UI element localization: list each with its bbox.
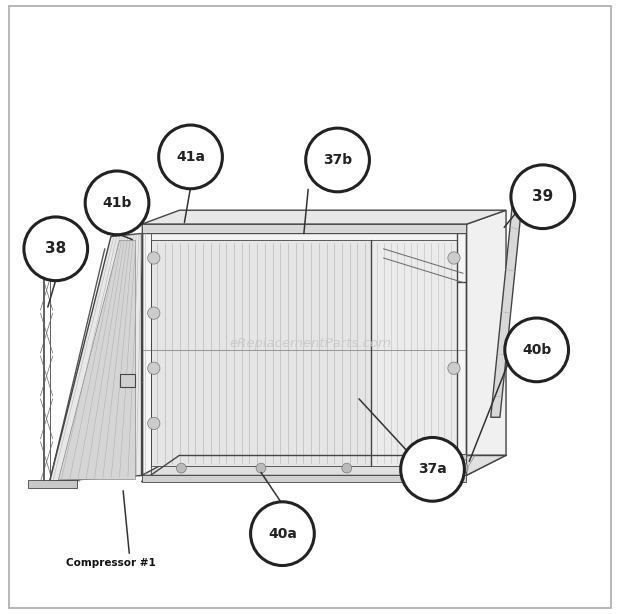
Circle shape [24,217,87,281]
Text: 39: 39 [532,189,554,204]
Polygon shape [433,454,466,475]
Polygon shape [141,210,506,224]
Polygon shape [50,233,141,481]
Polygon shape [141,475,466,481]
Circle shape [401,438,464,501]
Circle shape [342,463,352,473]
Circle shape [159,125,223,188]
Polygon shape [490,206,521,418]
Polygon shape [371,239,457,466]
Circle shape [306,128,370,192]
Polygon shape [141,224,466,475]
Polygon shape [141,224,466,233]
Text: 41b: 41b [102,196,131,210]
Circle shape [505,318,569,382]
Text: 41a: 41a [176,150,205,164]
Circle shape [250,502,314,565]
Circle shape [448,362,460,375]
Polygon shape [28,480,78,488]
Circle shape [148,418,160,430]
Circle shape [148,252,160,264]
Polygon shape [151,239,371,466]
Polygon shape [466,210,506,475]
Text: 37b: 37b [323,153,352,167]
Circle shape [256,463,266,473]
Polygon shape [58,239,135,478]
Circle shape [177,463,186,473]
Text: eReplacementParts.com: eReplacementParts.com [229,337,391,350]
Text: 40b: 40b [522,343,551,357]
Circle shape [85,171,149,235]
Text: 40a: 40a [268,527,297,541]
Circle shape [458,463,468,473]
Circle shape [425,463,435,473]
Text: 37a: 37a [418,462,447,476]
Circle shape [448,252,460,264]
Polygon shape [141,455,506,475]
Circle shape [511,165,575,228]
Circle shape [148,307,160,319]
Text: 38: 38 [45,241,66,256]
Text: Compressor #1: Compressor #1 [66,558,156,568]
Circle shape [148,362,160,375]
Polygon shape [120,375,135,387]
